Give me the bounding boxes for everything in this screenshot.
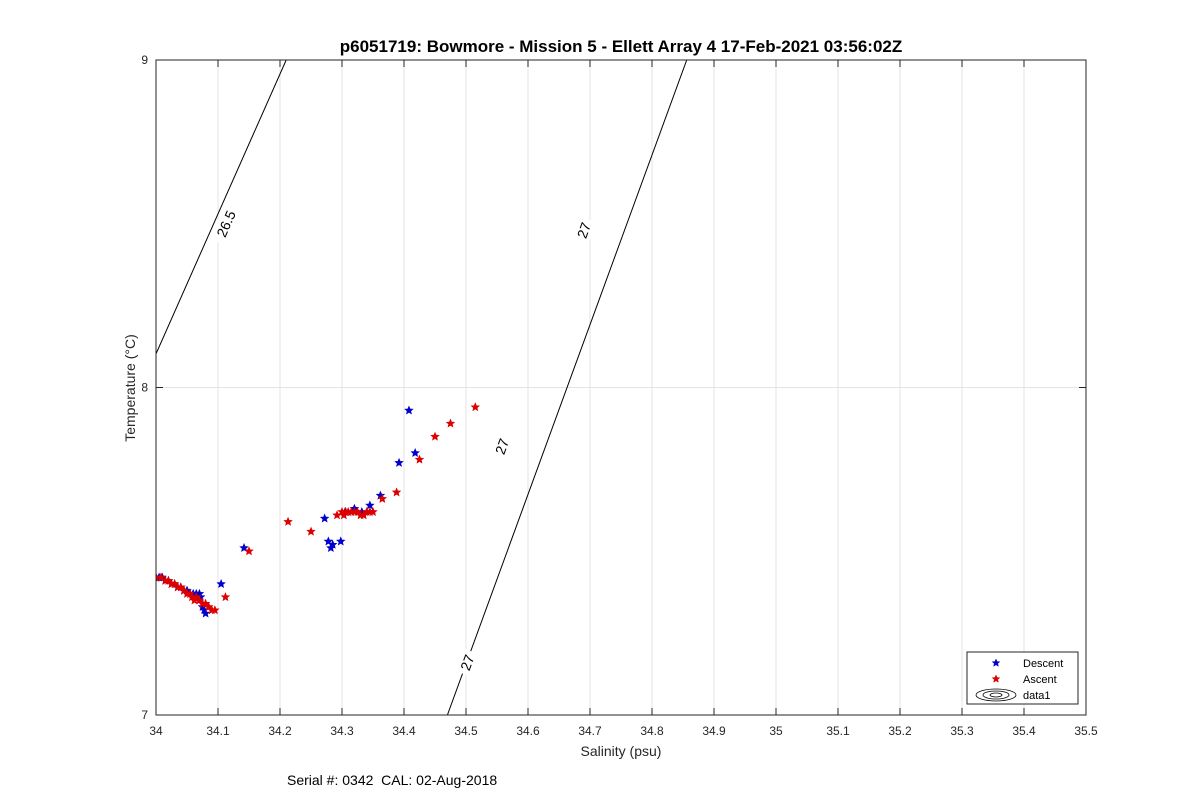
ascent-point (368, 506, 378, 516)
contour-ellipse (982, 690, 1010, 700)
y-tick-labels: 7 8 9 (141, 53, 148, 722)
legend-label: Ascent (1023, 674, 1057, 686)
descent-point (216, 579, 226, 589)
x-tick-label: 35.3 (950, 724, 974, 738)
x-tick-label: 34.8 (640, 724, 664, 738)
ascent-point (391, 487, 402, 497)
density-contours (156, 60, 688, 715)
chart-title: p6051719: Bowmore - Mission 5 - Ellett A… (340, 37, 903, 56)
ascent-point (430, 431, 440, 441)
contour-label: 27 (574, 220, 594, 240)
contour-label-group: 27 (454, 648, 480, 677)
descent-point (200, 608, 211, 618)
legend-label: data1 (1023, 690, 1051, 702)
ascent-point (306, 526, 316, 536)
x-tick-label: 35.1 (826, 724, 850, 738)
ascent-point (470, 402, 481, 412)
contour-label-background (571, 215, 597, 245)
x-tick-label: 35.4 (1012, 724, 1036, 738)
contour-label: 27 (492, 436, 512, 456)
x-tick-labels: 34 34.1 34.2 34.3 34.4 34.5 34.6 34.7 34.8 34.9 35… (149, 724, 1098, 738)
contour-line-27 (446, 60, 688, 715)
x-tick-label: 34.6 (516, 724, 540, 738)
descent-point (327, 539, 338, 549)
x-tick-label: 35.5 (1074, 724, 1098, 738)
x-axis-label: Salinity (psu) (581, 743, 662, 759)
contour-label: 27 (457, 652, 477, 672)
descent-point (404, 405, 414, 415)
ascent-point (414, 454, 425, 464)
descent-point (394, 457, 404, 467)
contour-ellipse (975, 688, 1017, 702)
contour-label-background (454, 648, 480, 677)
x-tick-label: 34.9 (702, 724, 726, 738)
ascent-point (220, 592, 231, 602)
contour-label-group: 27 (571, 215, 597, 245)
legend: Descent Ascent data1 (966, 651, 1079, 705)
axes-box (155, 59, 1087, 716)
legend-label: Descent (1023, 658, 1063, 670)
series-ascent (156, 402, 481, 615)
ascent-point (210, 605, 220, 615)
y-tick-label: 7 (141, 708, 148, 722)
descent-point (410, 448, 420, 458)
x-tick-label: 34.7 (578, 724, 602, 738)
legend-box (966, 651, 1079, 705)
descent-point (319, 513, 330, 523)
ascent-point (283, 516, 293, 526)
x-tick-label: 35.2 (888, 724, 912, 738)
contour-label-background (209, 201, 243, 246)
ascent-point (244, 546, 254, 556)
red-pentagram-icon (991, 674, 1001, 683)
x-tick-label: 34.5 (454, 724, 478, 738)
axes (155, 59, 1087, 716)
x-tick-label: 34.1 (206, 724, 230, 738)
data-points (156, 402, 481, 618)
x-tick-label: 34.2 (268, 724, 292, 738)
contour-label-group: 27 (489, 432, 515, 461)
descent-point (239, 542, 249, 552)
contour-ellipse (989, 692, 1003, 698)
y-axis-label: Temperature (°C) (122, 334, 138, 442)
x-tick-label: 35 (769, 724, 783, 738)
contour-line-26.5 (156, 60, 287, 356)
contour-ellipses-icon (975, 688, 1017, 702)
blue-pentagram-icon (991, 658, 1001, 667)
descent-point (336, 536, 346, 546)
y-tick-label: 8 (141, 381, 148, 395)
serial-cal-footer: Serial #: 0342 CAL: 02-Aug-2018 (287, 772, 498, 788)
x-tick-label: 34 (149, 724, 163, 738)
ascent-point (445, 418, 456, 428)
ascent-point (377, 493, 388, 503)
x-tick-label: 34.4 (392, 724, 416, 738)
y-tick-label: 9 (141, 53, 148, 67)
x-tick-label: 34.3 (330, 724, 354, 738)
contour-label-background (489, 432, 515, 461)
